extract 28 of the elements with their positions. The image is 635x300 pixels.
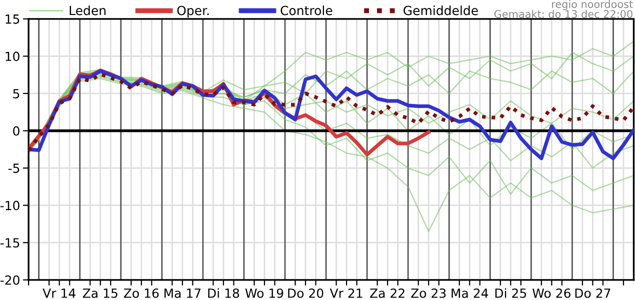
x-tick-label: Do 20 <box>288 288 324 298</box>
text: regio noordoost <box>552 0 633 10</box>
legend-label: Gemiddelde <box>404 6 478 16</box>
text: Gemaakt: do 13 dec 22:00 <box>494 10 632 18</box>
x-tick-label: Za 22 <box>370 288 404 298</box>
y-tick-label: -5 <box>8 164 20 173</box>
x-tick-label: Wo 19 <box>245 288 284 298</box>
x-tick-label: Vr 14 <box>42 288 76 298</box>
legend-label: Controle <box>280 6 332 16</box>
legend-label: Leden <box>70 6 106 16</box>
y-tick-label: 0 <box>13 126 20 136</box>
x-tick-label: Zo 16 <box>124 288 159 298</box>
y-tick-label: -20 <box>0 275 20 285</box>
y-tick-label: 10 <box>6 52 20 62</box>
y-tick-label: -10 <box>0 200 20 210</box>
x-tick-label: Di 25 <box>495 288 526 298</box>
x-tick-label: Zo 23 <box>411 288 446 298</box>
y-tick-label: -15 <box>0 238 20 248</box>
x-tick-label: Ma 17 <box>164 288 201 298</box>
y-tick-label: 15 <box>6 14 20 24</box>
x-tick-label: Za 15 <box>82 288 118 298</box>
x-tick-label: Di 18 <box>208 288 240 298</box>
y-tick-label: 5 <box>13 89 20 98</box>
x-tick-label: Vr 21 <box>330 288 362 298</box>
legend-label: Oper. <box>177 6 209 18</box>
x-tick-label: Wo 26 <box>532 288 570 298</box>
x-tick-label: Ma 24 <box>452 288 488 298</box>
x-tick-label: Do 27 <box>575 288 610 298</box>
